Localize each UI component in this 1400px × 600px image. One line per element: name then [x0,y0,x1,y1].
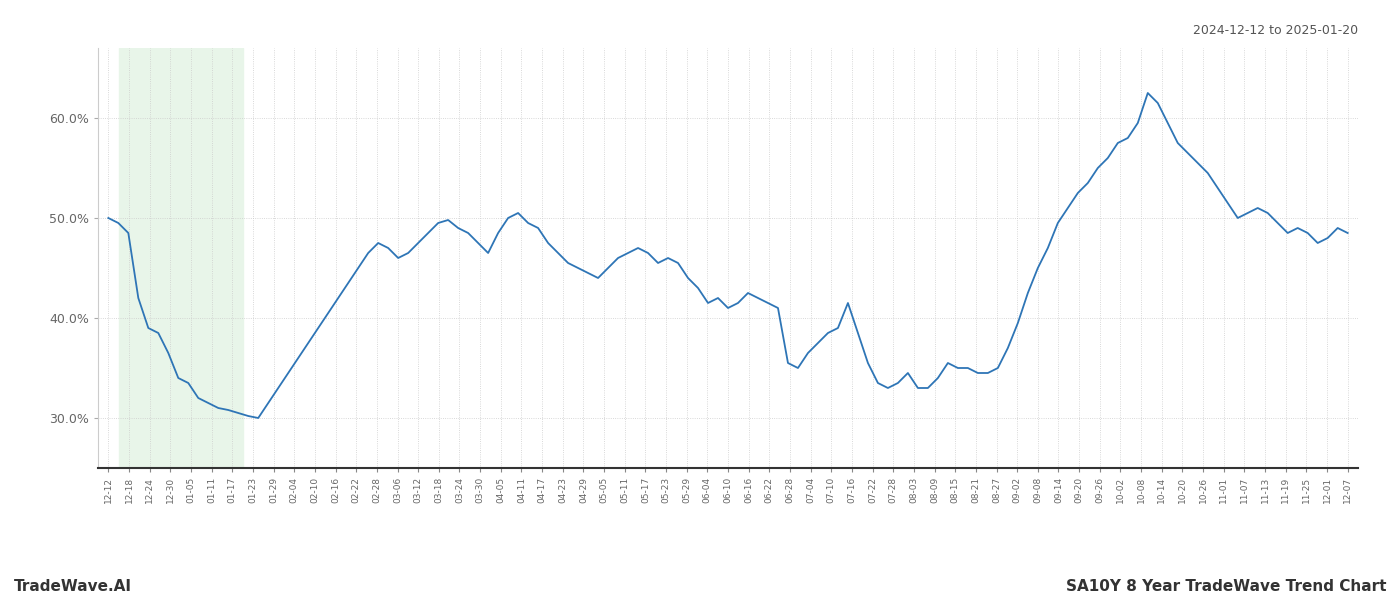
Text: 2024-12-12 to 2025-01-20: 2024-12-12 to 2025-01-20 [1193,24,1358,37]
Bar [119,48,242,468]
Text: SA10Y 8 Year TradeWave Trend Chart: SA10Y 8 Year TradeWave Trend Chart [1065,579,1386,594]
Text: TradeWave.AI: TradeWave.AI [14,579,132,594]
